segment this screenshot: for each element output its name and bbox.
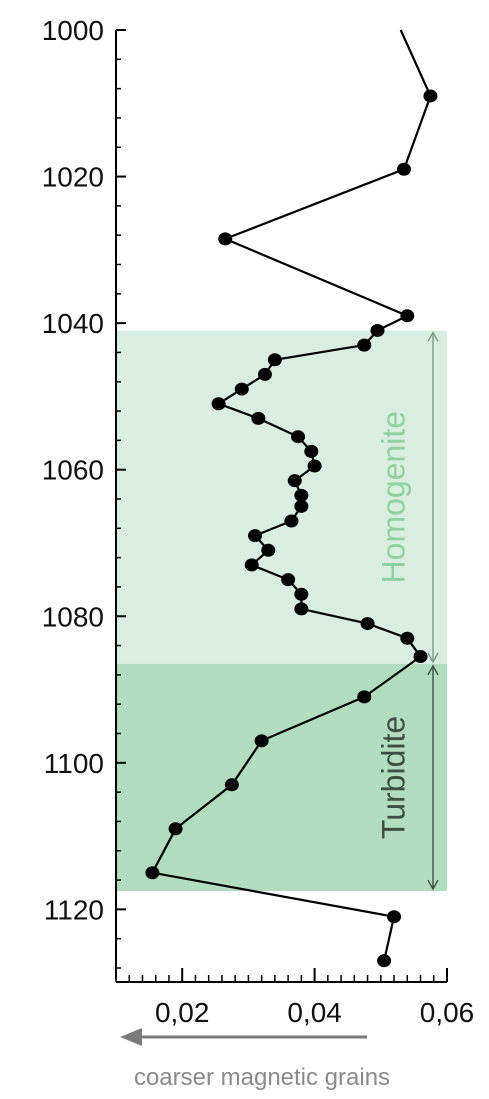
x-caption-group: coarser magnetic grains <box>120 1028 390 1091</box>
data-point <box>400 631 415 645</box>
x-axis: 0,02 0,04 0,06 <box>115 968 474 1028</box>
y-tick-labels: 1000 1020 1040 1060 1080 1100 1120 <box>42 15 104 925</box>
data-point <box>287 474 302 488</box>
data-point <box>291 430 306 444</box>
y-tick-label: 1040 <box>42 308 104 339</box>
y-minor-ticks <box>116 58 121 969</box>
data-point <box>294 602 309 616</box>
left-arrow-icon <box>120 1028 142 1046</box>
data-point <box>307 459 322 473</box>
data-point <box>145 866 160 880</box>
data-series <box>145 29 438 968</box>
data-point <box>387 910 402 924</box>
y-axis: 1000 1020 1040 1060 1080 1100 1120 <box>42 15 126 980</box>
data-point <box>267 353 282 367</box>
data-point <box>211 397 226 411</box>
homogenite-range-arrow-top <box>427 331 439 342</box>
data-point <box>224 778 239 792</box>
data-point <box>254 734 269 748</box>
data-point <box>168 822 183 836</box>
data-point <box>423 89 438 103</box>
x-tick-label: 0,04 <box>287 997 342 1028</box>
x-minor-ticks <box>115 975 435 982</box>
turbidite-label: Turbidite <box>375 716 411 839</box>
y-tick-label: 1080 <box>42 601 104 632</box>
homogenite-range-arrow-bottom <box>427 652 439 664</box>
x-tick-label: 0,06 <box>420 997 475 1028</box>
data-point <box>294 499 309 513</box>
y-tick-label: 1060 <box>42 455 104 486</box>
data-point <box>284 514 299 528</box>
homogenite-label: Homogenite <box>375 411 411 584</box>
data-point <box>261 543 276 557</box>
homogenite-band <box>116 330 447 664</box>
data-point <box>257 367 272 381</box>
data-point <box>360 617 375 631</box>
data-point <box>218 232 233 246</box>
x-tick-label: 0,02 <box>155 997 210 1028</box>
y-tick-label: 1020 <box>42 162 104 193</box>
data-point <box>400 309 415 323</box>
data-point <box>248 529 263 543</box>
y-major-ticks <box>116 29 126 911</box>
y-tick-label: 1100 <box>44 748 104 779</box>
data-point <box>294 587 309 601</box>
y-tick-label: 1120 <box>44 894 104 925</box>
data-point <box>357 690 372 704</box>
x-tick-labels: 0,02 0,04 0,06 <box>155 997 474 1028</box>
data-point <box>294 488 309 502</box>
bands-layer <box>116 330 447 892</box>
data-point <box>377 954 392 968</box>
data-point <box>281 573 296 587</box>
data-point <box>357 338 372 352</box>
turbidite-range-arrow-top <box>427 664 439 676</box>
data-point <box>244 558 259 572</box>
x-major-ticks <box>181 968 448 982</box>
y-tick-label: 1000 <box>42 15 104 46</box>
band-range-markers <box>427 331 439 891</box>
data-point <box>413 650 428 664</box>
data-point <box>234 382 249 396</box>
data-point <box>370 323 385 337</box>
turbidite-range-arrow-bottom <box>427 879 439 891</box>
x-axis-caption: coarser magnetic grains <box>134 1064 390 1091</box>
turbidite-band <box>116 663 447 892</box>
data-point <box>304 444 319 458</box>
series-markers <box>145 89 438 968</box>
data-point <box>251 411 266 425</box>
data-point <box>396 162 411 176</box>
